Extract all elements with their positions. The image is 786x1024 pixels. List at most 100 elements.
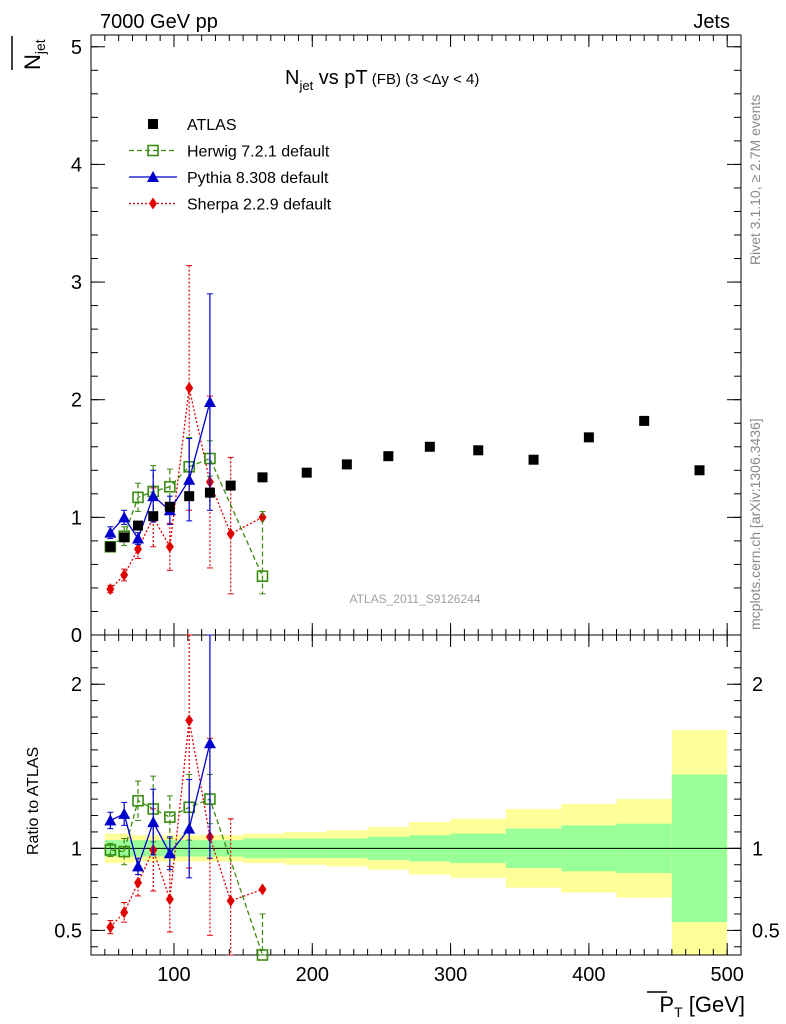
y-tick-label: 0 bbox=[71, 625, 82, 647]
ratio-herwig-point bbox=[104, 844, 117, 856]
herwig-line bbox=[109, 457, 264, 577]
x-axis-label-main: P bbox=[659, 992, 674, 1017]
ratio-y-tick-label-right: 1 bbox=[752, 838, 763, 860]
legend-marker bbox=[147, 171, 159, 182]
pythia-point bbox=[203, 396, 216, 408]
herwig-point bbox=[132, 491, 144, 504]
analysis-watermark: ATLAS_2011_S9126244 bbox=[350, 592, 481, 606]
sherpa-point bbox=[226, 527, 235, 540]
y-axis-label-main: N bbox=[20, 54, 45, 70]
ratio-y-tick-label: 2 bbox=[71, 674, 82, 696]
axis-ticks: 100 200 300 400 500 0 1 2 3 4 5 0.5 0.5 1 1 2 2 bbox=[54, 35, 780, 986]
atlas-point bbox=[583, 432, 594, 443]
x-axis-label-sub: T bbox=[674, 1004, 683, 1020]
plot-title-main: N bbox=[285, 67, 299, 89]
header-right: Jets bbox=[693, 11, 730, 33]
ratio-sherpa-point bbox=[106, 921, 115, 934]
sherpa-point bbox=[185, 381, 194, 394]
ratio-pythia-point bbox=[183, 822, 196, 834]
y-tick-label: 2 bbox=[71, 390, 82, 412]
ratio-herwig-point bbox=[118, 845, 130, 858]
svg-text:Njet: Njet bbox=[20, 39, 48, 70]
ratio-y-tick-label-right: 0.5 bbox=[752, 920, 780, 942]
y-tick-label: 3 bbox=[71, 272, 82, 294]
ratio-y-tick-label: 1 bbox=[71, 838, 82, 860]
ratio-sherpa-point bbox=[165, 893, 174, 906]
ratio-herwig-point bbox=[132, 794, 144, 807]
ratio-sherpa-line bbox=[109, 720, 263, 928]
x-tick-label: 100 bbox=[157, 964, 190, 986]
legend-label: Sherpa 2.2.9 default bbox=[187, 197, 332, 214]
plot-title-range: (3 <Δy < 4) bbox=[405, 71, 479, 88]
ratio-sherpa-point bbox=[134, 876, 143, 889]
ratio-pythia-point bbox=[203, 737, 216, 749]
atlas-point bbox=[204, 487, 215, 498]
ratio-pythia-point bbox=[132, 860, 145, 872]
atlas-point bbox=[301, 467, 312, 478]
sherpa-point bbox=[134, 543, 143, 556]
ratio-herwig-point bbox=[164, 811, 176, 823]
ratio-sherpa-point bbox=[120, 906, 129, 919]
legend-label: ATLAS bbox=[187, 117, 237, 134]
atlas-point bbox=[528, 454, 539, 465]
sherpa-point bbox=[120, 569, 129, 581]
ratio-pythia-point bbox=[147, 816, 160, 828]
sherpa-point bbox=[165, 540, 174, 553]
sherpa-point bbox=[258, 511, 267, 524]
x-tick-label: 200 bbox=[296, 964, 329, 986]
atlas-point bbox=[694, 465, 705, 476]
atlas-point bbox=[257, 472, 268, 483]
atlas-point bbox=[119, 532, 130, 543]
pythia-point bbox=[183, 473, 196, 485]
ratio-sherpa-point bbox=[226, 894, 235, 907]
x-axis-label-unit: [GeV] bbox=[683, 992, 745, 1017]
plot-title-sub: jet bbox=[298, 78, 313, 93]
pythia-point bbox=[147, 490, 160, 502]
plot-title-small: (FB) bbox=[368, 71, 406, 88]
y-axis-label: Njet bbox=[20, 39, 48, 70]
plot-title: Njet vs pT (FB) (3 <Δy < 4) bbox=[285, 67, 479, 93]
y-tick-label: 5 bbox=[71, 37, 82, 59]
main-plot-data bbox=[104, 265, 705, 596]
plot-title-rest: vs pT bbox=[313, 67, 367, 89]
rivet-label: Rivet 3.1.10, ≥ 2.7M events bbox=[747, 95, 763, 265]
atlas-point bbox=[164, 501, 175, 512]
mcplots-label: mcplots.cern.ch [arXiv:1306.3436] bbox=[747, 418, 763, 630]
y-axis-label-sub: jet bbox=[32, 39, 48, 55]
ratio-y-axis-label: Ratio to ATLAS bbox=[25, 747, 42, 855]
pythia-point bbox=[132, 532, 145, 544]
sherpa-line bbox=[109, 387, 263, 590]
atlas-point bbox=[383, 451, 394, 462]
herwig-point bbox=[164, 480, 176, 493]
sherpa-point bbox=[106, 583, 115, 596]
legend: ATLAS Herwig 7.2.1 default Pythia 8.308 de… bbox=[129, 117, 332, 214]
atlas-point bbox=[133, 520, 144, 531]
ratio-y-tick-label-right: 2 bbox=[752, 674, 763, 696]
ratio-sherpa-point bbox=[185, 714, 194, 727]
legend-marker bbox=[147, 144, 159, 157]
x-axis-label: PT [GeV] bbox=[659, 992, 745, 1020]
legend-label: Herwig 7.2.1 default bbox=[187, 144, 330, 161]
header-left: 7000 GeV pp bbox=[100, 11, 218, 33]
atlas-point bbox=[424, 441, 435, 452]
ratio-band bbox=[104, 730, 728, 955]
ratio-plot-frame bbox=[90, 634, 742, 956]
atlas-point bbox=[148, 511, 159, 522]
pythia-point bbox=[104, 526, 117, 538]
atlas-point bbox=[225, 480, 236, 491]
ratio-sherpa-point bbox=[258, 883, 267, 896]
legend-marker bbox=[148, 119, 158, 129]
ratio-pythia-point bbox=[104, 814, 117, 826]
ratio-pythia-point bbox=[118, 807, 131, 819]
atlas-point bbox=[639, 415, 650, 426]
atlas-point bbox=[341, 459, 352, 470]
ratio-plot-data bbox=[104, 634, 269, 961]
atlas-point bbox=[184, 491, 195, 502]
legend-marker bbox=[149, 197, 157, 210]
x-tick-label: 400 bbox=[572, 964, 605, 986]
x-tick-label: 300 bbox=[434, 964, 467, 986]
atlas-point bbox=[473, 445, 484, 456]
ratio-y-tick-label: 0.5 bbox=[54, 920, 82, 942]
x-tick-label: 500 bbox=[710, 964, 743, 986]
